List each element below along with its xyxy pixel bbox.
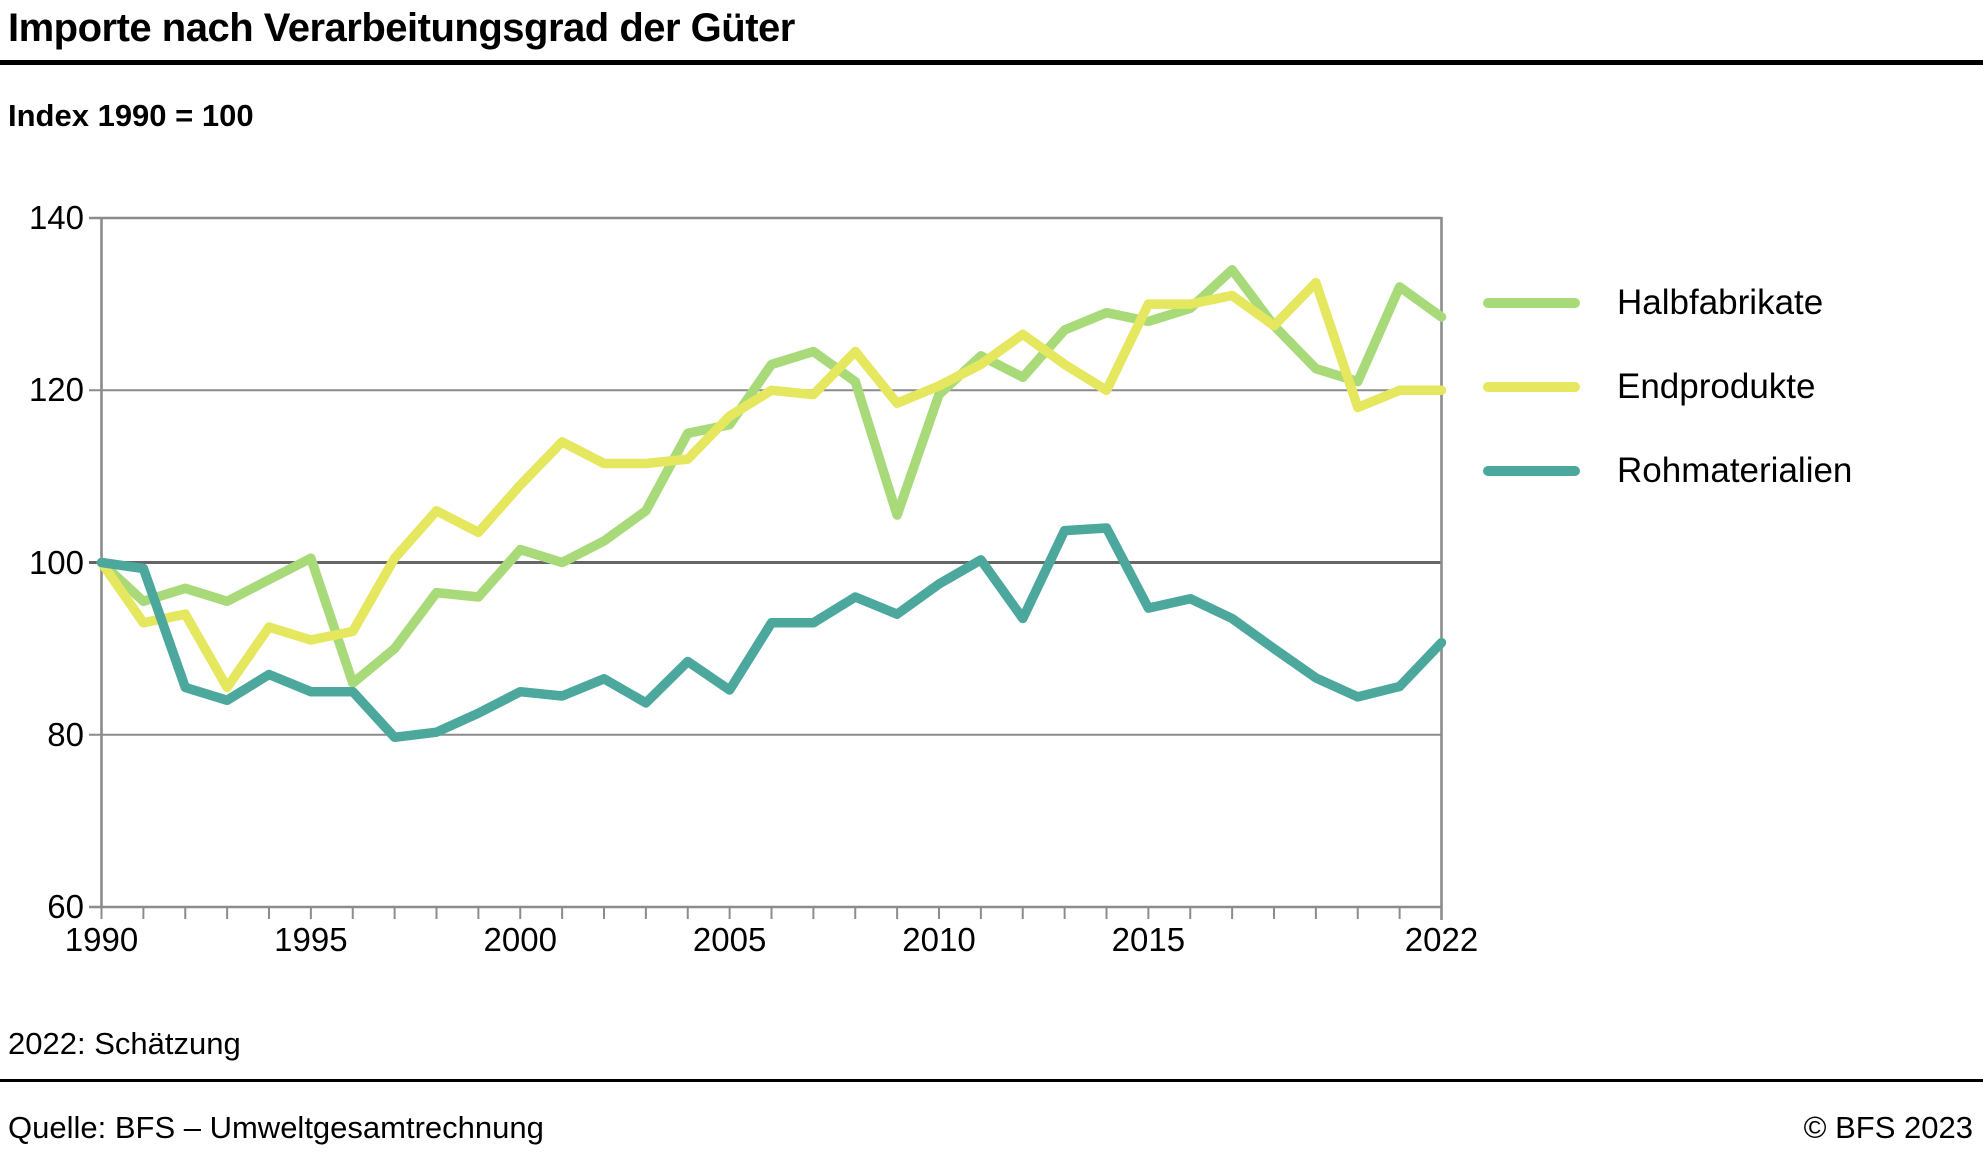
series-line-rohmaterialien <box>96 523 1447 743</box>
y-tick-label-140: 140 <box>28 199 84 236</box>
chart-legend: Halbfabrikate Endprodukte Rohmaterialien <box>1483 283 1852 535</box>
x-tick-label-1990: 1990 <box>64 921 139 958</box>
y-tick-label-60: 60 <box>47 888 84 925</box>
x-tick-label-1995: 1995 <box>274 921 348 958</box>
legend-swatch-endprodukte <box>1483 382 1580 392</box>
x-tick-label-2000: 2000 <box>483 921 557 958</box>
legend-item-rohmaterialien: Rohmaterialien <box>1483 451 1852 491</box>
legend-label-halbfabrikate: Halbfabrikate <box>1617 283 1824 322</box>
y-tick-label-100: 100 <box>28 543 84 581</box>
y-tick-label-80: 80 <box>47 715 84 753</box>
legend-item-halbfabrikate: Halbfabrikate <box>1483 283 1852 323</box>
x-tick-label-2022: 2022 <box>1404 921 1479 958</box>
chart-subtitle: Index 1990 = 100 <box>8 98 254 133</box>
legend-item-endprodukte: Endprodukte <box>1483 367 1852 407</box>
page-title: Importe nach Verarbeitungsgrad der Güter <box>8 6 795 50</box>
source-text: Quelle: BFS – Umweltgesamtrechnung <box>8 1110 544 1145</box>
series-line-endprodukte <box>96 277 1447 693</box>
legend-label-rohmaterialien: Rohmaterialien <box>1617 451 1853 490</box>
x-tick-label-2010: 2010 <box>902 921 976 958</box>
title-divider <box>0 60 1983 65</box>
copyright-text: © BFS 2023 <box>1803 1110 1973 1145</box>
footer-divider <box>0 1079 1983 1082</box>
series-line-halbfabrikate <box>96 264 1447 688</box>
x-tick-label-2005: 2005 <box>692 921 767 958</box>
legend-label-endprodukte: Endprodukte <box>1617 367 1816 406</box>
legend-swatch-rohmaterialien <box>1483 466 1580 476</box>
x-tick-label-2015: 2015 <box>1111 921 1186 958</box>
y-tick-label-120: 120 <box>28 371 84 409</box>
legend-swatch-halbfabrikate <box>1483 298 1580 308</box>
chart-footnote: 2022: Schätzung <box>8 1026 241 1061</box>
